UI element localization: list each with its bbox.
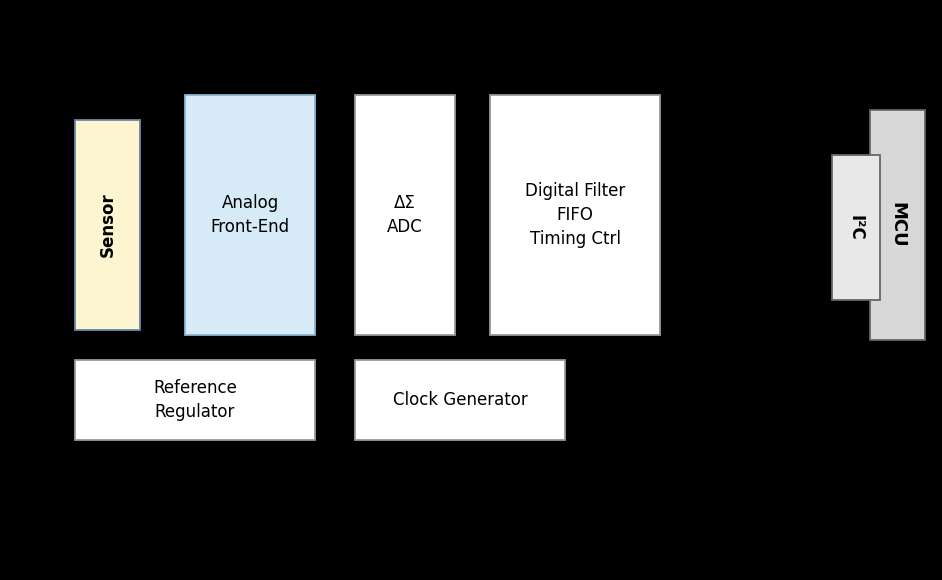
Text: Digital Filter
FIFO
Timing Ctrl: Digital Filter FIFO Timing Ctrl [525,182,625,248]
Text: ΔΣ
ADC: ΔΣ ADC [387,194,423,236]
Bar [870,110,925,340]
Bar [75,360,315,440]
Text: I²C: I²C [847,215,865,240]
Bar [185,95,315,335]
Bar [832,155,880,300]
Bar [355,360,565,440]
Bar [75,120,140,330]
Text: Analog
Front-End: Analog Front-End [210,194,289,236]
Bar [355,95,455,335]
Text: Clock Generator: Clock Generator [393,391,528,409]
Text: MCU: MCU [888,202,906,248]
Text: Sensor: Sensor [99,193,117,258]
Text: Reference
Regulator: Reference Regulator [153,379,237,421]
Bar [490,95,660,335]
